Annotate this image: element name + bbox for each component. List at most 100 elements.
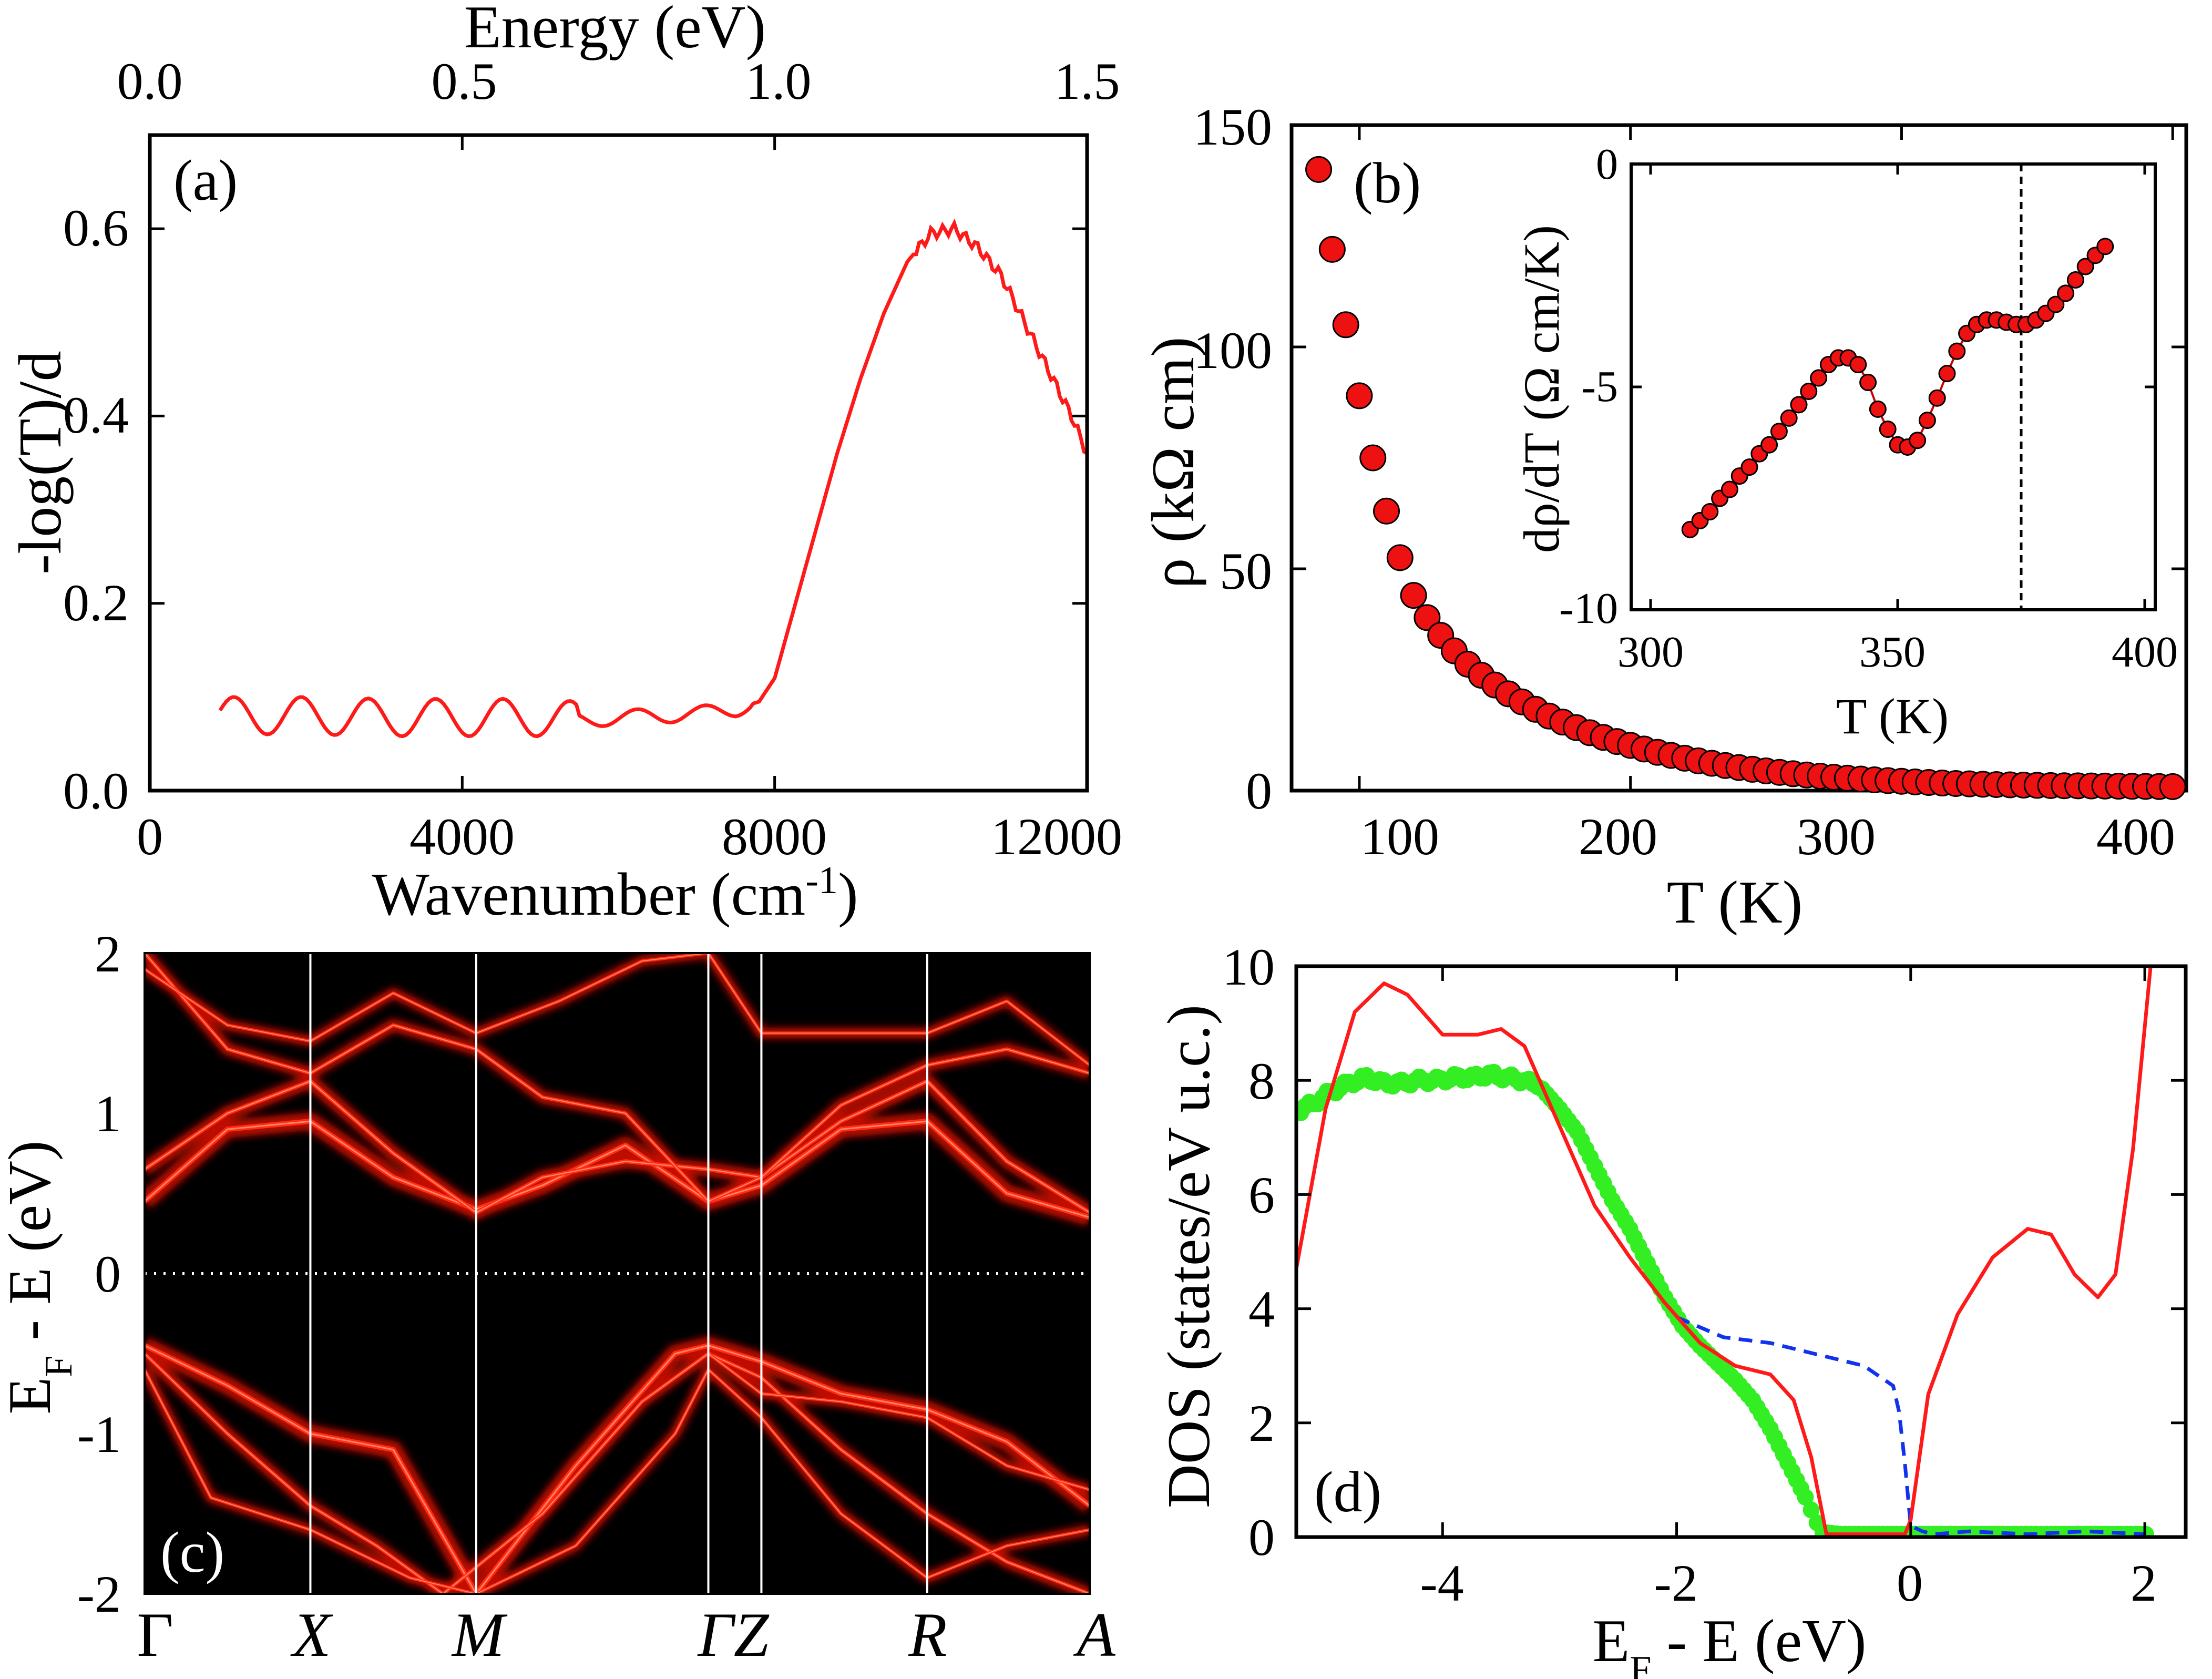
panel-a-xtick: 4000 [409,807,515,866]
k-label-m: M [451,1600,508,1670]
panel-b-ytick: 150 [1193,98,1272,156]
inset-point [2047,295,2065,313]
panel-a-top-xtick: 0.5 [432,52,497,110]
panel-c: 2 1 0 -1 -2 Γ X M ΓZ R A EF - E (eV) (c) [0,925,1115,1670]
panel-c-ytick: 0 [95,1245,121,1303]
panel-d-frame [1294,964,2188,1539]
inset-ytick: -10 [1559,584,1618,633]
panel-d-xtick: -4 [1420,1554,1463,1612]
panel-a-top-xtick: 0.0 [117,52,183,110]
band-highlight [708,1353,1090,1490]
panel-a-top-xtick: 1.5 [1054,52,1120,110]
experimental-dos-point [1797,1488,1814,1506]
panel-c-ytick: 1 [95,1084,121,1143]
panel-b-ytick: 0 [1246,762,1272,820]
panel-a: 0.0 0.2 0.4 0.6 0 4000 8000 12000 0.0 0.… [7,0,1122,928]
panel-a-series [218,218,1088,739]
panel-d-ytick: 6 [1248,1166,1275,1224]
inset-series [1681,238,2114,538]
panel-a-top-xtick: 1.0 [746,52,812,110]
panel-b-xtick: 400 [2096,807,2175,866]
inset-xtick: 350 [1859,628,1926,677]
panel-c-ytick: -1 [77,1405,121,1463]
resistivity-point [1373,497,1400,525]
panel-b-inset: 0 -5 -10 300 350 400 T (K) dρ/dT (Ω cm/K… [1513,140,2178,744]
panel-b-ytick: 100 [1193,321,1272,380]
panel-a-ticks [148,135,1089,792]
inset-point [1701,503,1719,520]
inset-point [1800,382,1818,400]
panel-a-label: (a) [173,148,238,212]
panel-a-top-xticklabels: 0.0 0.5 1.0 1.5 [117,52,1120,110]
panel-b-xtick: 300 [1797,807,1876,866]
panel-c-label: (c) [160,1520,224,1584]
panel-c-klabels: Γ X M ΓZ R A [137,1600,1115,1670]
panel-d-ticks [1296,965,2186,1539]
panel-c-ytick: 2 [95,925,121,983]
inset-point [1948,342,1966,360]
inset-point [1810,369,1828,387]
inset-xticklabels: 300 350 400 [1617,628,2178,677]
inset-point [1909,432,1927,449]
inset-point [1918,412,1936,429]
inset-point [1938,365,1956,383]
resistivity-point [1414,604,1441,631]
panel-d-xticklabels: -4 -2 0 2 [1420,1554,2157,1612]
panel-a-xtick: 0 [137,807,163,866]
panel-a-ytick: 0.4 [63,386,129,444]
panel-b-label: (b) [1354,151,1421,215]
panel-a-xtick: 12000 [991,807,1122,866]
resistivity-point [1318,236,1346,263]
panel-b-xticklabels: 100 200 300 400 [1360,807,2175,866]
panel-d-ytick: 4 [1248,1280,1275,1338]
panel-b-yticklabels: 0 50 100 150 [1193,98,1272,820]
k-label-a: A [1073,1600,1115,1670]
resistivity-point [1400,582,1427,609]
panel-a-top-xlabel: Energy (eV) [464,0,766,61]
panel-a-frame [148,133,1089,793]
panel-d-ytick: 8 [1248,1052,1275,1110]
panel-b-xtick: 100 [1360,807,1439,866]
panel-c-yticklabels: 2 1 0 -1 -2 [77,925,121,1623]
panel-b-ytick: 50 [1220,542,1272,600]
inset-point [2066,271,2084,289]
panel-a-ylabel: -log(T)/d [7,351,74,574]
inset-point [1849,356,1867,374]
panel-b: 0 50 100 150 100 200 300 400 T (K) ρ (kΩ… [1140,98,2188,936]
panel-d-yticklabels: 0 2 4 6 8 10 [1222,938,1275,1567]
panel-d-xtick: 0 [1897,1554,1923,1612]
panel-b-frame [1289,123,2188,793]
inset-point [1770,423,1788,441]
resistivity-point [1305,156,1333,183]
inset-ylabel: dρ/dT (Ω cm/K) [1513,225,1570,553]
panel-c-ytick: -2 [77,1565,121,1623]
inset-point [1790,396,1808,414]
panel-b-ylabel: ρ (kΩ cm) [1140,336,1207,588]
inset-point [1740,458,1758,476]
inset-ytick: 0 [1596,140,1618,189]
inset-yticklabels: 0 -5 -10 [1559,140,1618,633]
k-label-gamma: Γ [137,1600,173,1670]
panel-a-ytick: 0.2 [63,574,129,632]
experimental-dos-point [1803,1501,1820,1519]
inset-ytick: -5 [1581,362,1618,411]
resistivity-point [1386,544,1414,571]
panel-d-series [1296,966,2154,1537]
panel-a-yticklabels: 0.0 0.2 0.4 0.6 [63,199,129,820]
panel-a-xtick: 8000 [722,807,827,866]
panel-d-xlabel: EF - E (eV) [1592,1608,1866,1679]
inset-point [1879,421,1897,438]
panel-a-ytick: 0.6 [63,199,129,257]
dashed-dos-line [1676,1315,2145,1537]
inset-xlabel: T (K) [1836,688,1949,744]
inset-frame [1630,162,2157,611]
panel-d: 0 2 4 6 8 10 -4 -2 0 2 EF - E (eV) DOS (… [1155,938,2188,1679]
inset-point [1928,389,1946,407]
inset-point [1760,436,1778,454]
k-label-x: X [290,1600,333,1670]
panel-d-xtick: -2 [1654,1554,1697,1612]
calculated-dos-line [1296,966,2153,1537]
panel-a-ytick: 0.0 [63,762,129,820]
resistivity-point [1359,444,1387,472]
panel-d-ytick: 0 [1248,1508,1275,1567]
